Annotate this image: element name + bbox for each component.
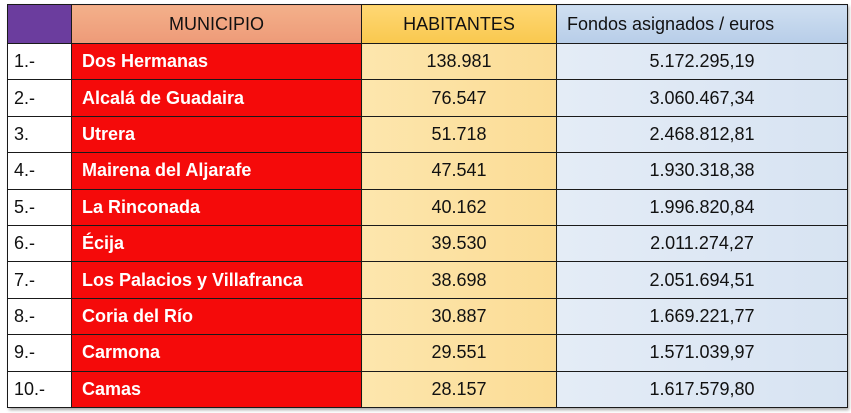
row-number: 9.- bbox=[7, 334, 72, 372]
table-row: 4.- Mairena del Aljarafe 47.541 1.930.31… bbox=[7, 152, 848, 190]
row-number: 3. bbox=[7, 115, 72, 154]
habitantes-cell: 76.547 bbox=[361, 79, 557, 117]
fondos-cell: 1.571.039,97 bbox=[556, 334, 848, 372]
fondos-cell: 2.468.812,81 bbox=[556, 115, 848, 154]
habitantes-cell: 138.981 bbox=[361, 42, 557, 81]
habitantes-cell: 38.698 bbox=[361, 261, 557, 299]
fondos-cell: 2.011.274,27 bbox=[556, 224, 848, 263]
fondos-cell: 2.051.694,51 bbox=[556, 261, 848, 299]
table-row: 2.- Alcalá de Guadaira 76.547 3.060.467,… bbox=[7, 79, 848, 117]
habitantes-cell: 39.530 bbox=[361, 224, 557, 263]
municipio-cell: Coria del Río bbox=[71, 297, 362, 336]
habitantes-cell: 51.718 bbox=[361, 115, 557, 154]
municipio-cell: Mairena del Aljarafe bbox=[71, 152, 362, 190]
habitantes-cell: 40.162 bbox=[361, 188, 557, 226]
row-number: 4.- bbox=[7, 152, 72, 190]
row-number: 8.- bbox=[7, 297, 72, 336]
table-row: 1.- Dos Hermanas 138.981 5.172.295,19 bbox=[7, 42, 848, 81]
habitantes-cell: 47.541 bbox=[361, 152, 557, 190]
table-row: 6.- Écija 39.530 2.011.274,27 bbox=[7, 224, 848, 263]
fondos-cell: 1.617.579,80 bbox=[556, 370, 848, 409]
header-row: MUNICIPIO HABITANTES Fondos asignados / … bbox=[7, 4, 848, 44]
row-number: 6.- bbox=[7, 224, 72, 263]
row-number: 7.- bbox=[7, 261, 72, 299]
municipio-cell: Dos Hermanas bbox=[71, 42, 362, 81]
funds-table: MUNICIPIO HABITANTES Fondos asignados / … bbox=[7, 4, 848, 409]
table-row: 8.- Coria del Río 30.887 1.669.221,77 bbox=[7, 297, 848, 336]
municipio-cell: La Rinconada bbox=[71, 188, 362, 226]
municipio-cell: Carmona bbox=[71, 334, 362, 372]
table-row: 5.- La Rinconada 40.162 1.996.820,84 bbox=[7, 188, 848, 226]
row-number: 10.- bbox=[7, 370, 72, 409]
row-number: 5.- bbox=[7, 188, 72, 226]
fondos-cell: 5.172.295,19 bbox=[556, 42, 848, 81]
municipio-cell: Los Palacios y Villafranca bbox=[71, 261, 362, 299]
row-number: 2.- bbox=[7, 79, 72, 117]
header-habitantes: HABITANTES bbox=[361, 4, 557, 44]
row-number: 1.- bbox=[7, 42, 72, 81]
table-row: 9.- Carmona 29.551 1.571.039,97 bbox=[7, 334, 848, 372]
fondos-cell: 3.060.467,34 bbox=[556, 79, 848, 117]
funds-table-container: MUNICIPIO HABITANTES Fondos asignados / … bbox=[7, 4, 848, 409]
table-row: 10.- Camas 28.157 1.617.579,80 bbox=[7, 370, 848, 409]
header-number bbox=[7, 4, 72, 44]
municipio-cell: Utrera bbox=[71, 115, 362, 154]
municipio-cell: Camas bbox=[71, 370, 362, 409]
fondos-cell: 1.669.221,77 bbox=[556, 297, 848, 336]
table-row: 7.- Los Palacios y Villafranca 38.698 2.… bbox=[7, 261, 848, 299]
municipio-cell: Alcalá de Guadaira bbox=[71, 79, 362, 117]
habitantes-cell: 30.887 bbox=[361, 297, 557, 336]
municipio-cell: Écija bbox=[71, 224, 362, 263]
table-header: MUNICIPIO HABITANTES Fondos asignados / … bbox=[7, 4, 848, 44]
habitantes-cell: 29.551 bbox=[361, 334, 557, 372]
header-municipio: MUNICIPIO bbox=[71, 4, 362, 44]
table-body: 1.- Dos Hermanas 138.981 5.172.295,19 2.… bbox=[7, 42, 848, 409]
fondos-cell: 1.930.318,38 bbox=[556, 152, 848, 190]
table-row: 3. Utrera 51.718 2.468.812,81 bbox=[7, 115, 848, 154]
header-fondos: Fondos asignados / euros bbox=[556, 4, 848, 44]
habitantes-cell: 28.157 bbox=[361, 370, 557, 409]
fondos-cell: 1.996.820,84 bbox=[556, 188, 848, 226]
